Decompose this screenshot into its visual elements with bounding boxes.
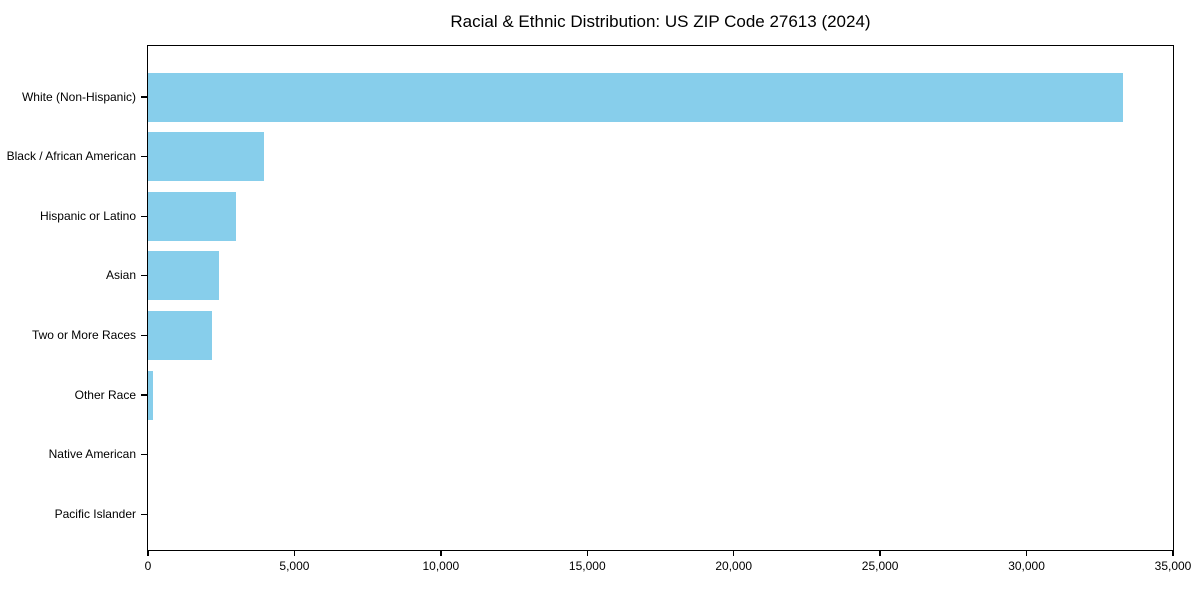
x-tick-mark [440, 551, 442, 556]
y-tick-label-black-african-american: Black / African American [6, 149, 136, 164]
x-tick-label: 20,000 [715, 559, 753, 573]
y-tick-label-other-race: Other Race [74, 387, 136, 402]
bar-asian [148, 251, 220, 301]
bar-other-race [148, 370, 153, 420]
x-tick-mark [293, 551, 296, 556]
y-tick-mark [141, 334, 147, 337]
y-tick-mark [141, 155, 147, 158]
x-tick-mark [879, 551, 881, 556]
x-tick-label: 0 [144, 559, 152, 573]
bar-hispanic-or-latino [148, 191, 236, 241]
y-tick-label-hispanic-or-latino: Hispanic or Latino [39, 208, 136, 223]
y-tick-mark [141, 96, 147, 98]
x-tick-mark [1025, 551, 1028, 556]
y-tick-mark [141, 453, 147, 456]
chart-title: Racial & Ethnic Distribution: US ZIP Cod… [450, 12, 871, 31]
x-tick-mark [586, 551, 588, 556]
x-tick-mark [1172, 551, 1174, 556]
x-tick-label: 5,000 [279, 559, 310, 573]
y-tick-label-asian: Asian [105, 268, 136, 283]
bar-white-non-hispanic [148, 72, 1124, 122]
x-tick-label: 25,000 [861, 559, 899, 573]
bar-two-or-more-races [148, 310, 212, 360]
y-tick-mark [141, 513, 147, 515]
y-tick-label-native-american: Native American [48, 447, 136, 462]
y-tick-label-two-or-more-races: Two or More Races [31, 327, 136, 342]
x-tick-label: 30,000 [1008, 559, 1045, 573]
x-tick-mark [733, 551, 735, 556]
y-tick-mark [141, 215, 147, 217]
y-tick-label-white-non-hispanic: White (Non-Hispanic) [21, 89, 136, 104]
x-tick-label: 15,000 [568, 559, 606, 573]
x-tick-label: 10,000 [422, 559, 460, 573]
x-tick-mark [147, 551, 149, 556]
plot-area [147, 45, 1174, 551]
x-tick-label: 35,000 [1154, 559, 1192, 573]
y-tick-mark [141, 394, 147, 396]
bar-black-african-american [148, 132, 264, 182]
y-tick-mark [141, 275, 147, 277]
y-tick-label-pacific-islander: Pacific Islander [54, 506, 136, 521]
